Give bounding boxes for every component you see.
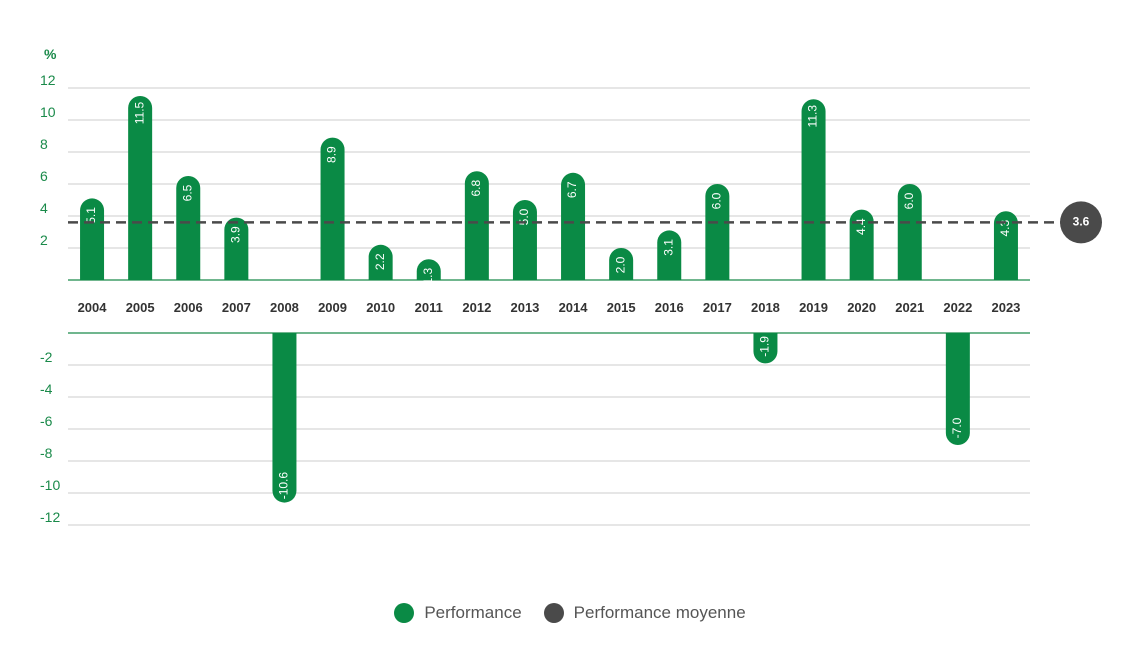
bar-2011	[416, 259, 441, 280]
x-tick-label: 2022	[943, 300, 972, 315]
bar-value-label: 2.0	[613, 256, 627, 273]
bar-value-label: 6.0	[710, 192, 724, 209]
y-tick-label: -8	[40, 445, 53, 461]
x-tick-label: 2010	[366, 300, 395, 315]
x-tick-label: 2021	[895, 300, 924, 315]
bar-2012	[464, 171, 489, 280]
bar-2004	[80, 198, 105, 280]
x-tick-label: 2008	[270, 300, 299, 315]
x-tick-label: 2004	[78, 300, 108, 315]
bar-2014	[561, 172, 586, 280]
legend-swatch-performance	[394, 603, 415, 623]
bar-2022	[945, 333, 970, 446]
x-tick-label: 2018	[751, 300, 780, 315]
x-tick-label: 2020	[847, 300, 876, 315]
bar-2005	[128, 96, 153, 280]
x-tick-label: 2014	[559, 300, 589, 315]
bar-2009	[320, 137, 345, 280]
bar-2015	[609, 248, 634, 280]
average-value-label: 3.6	[1073, 215, 1090, 229]
y-tick-label: 10	[40, 104, 56, 120]
legend-item-performance: Performance	[394, 603, 522, 623]
bar-value-label: 6.0	[902, 192, 916, 209]
bar-value-label: 5.0	[517, 208, 531, 225]
bar-2008	[272, 333, 297, 503]
performance-chart: 2 4 6 8 10 12 -2 -4 -6 -8 -10 -12% 5.1 2004 11.5 2005 6.…	[40, 46, 1102, 526]
x-tick-label: 2005	[126, 300, 155, 315]
legend-swatch-average	[543, 603, 564, 623]
bar-value-label: 6.5	[180, 184, 194, 201]
legend-label-average: Performance moyenne	[573, 603, 746, 622]
bar-value-label: -7.0	[950, 417, 964, 438]
x-tick-label: 2023	[991, 300, 1020, 315]
y-tick-label: 12	[40, 72, 56, 88]
y-tick-label: -2	[40, 349, 53, 365]
legend-item-average: Performance moyenne	[543, 603, 746, 623]
bar-2023	[993, 211, 1018, 280]
y-tick-label: -6	[40, 413, 53, 429]
bar-value-label: 3.9	[229, 226, 243, 243]
x-tick-label: 2015	[607, 300, 636, 315]
bar-2010	[368, 244, 393, 280]
y-tick-label: -12	[40, 509, 60, 525]
y-tick-label: -4	[40, 381, 53, 397]
x-tick-label: 2013	[510, 300, 539, 315]
bar-value-label: 8.9	[325, 146, 339, 163]
bar-2017	[705, 184, 730, 280]
x-tick-label: 2009	[318, 300, 347, 315]
bar-2021	[897, 184, 922, 280]
x-tick-label: 2016	[655, 300, 684, 315]
y-unit-label: %	[44, 46, 57, 62]
bar-2007	[224, 217, 249, 280]
bar-value-label: 3.1	[661, 239, 675, 256]
x-tick-label: 2019	[799, 300, 828, 315]
bar-value-label: 6.7	[565, 181, 579, 198]
x-tick-label: 2011	[415, 300, 443, 315]
x-tick-label: 2007	[222, 300, 251, 315]
y-tick-label: -10	[40, 477, 60, 493]
bar-value-label: 5.1	[84, 207, 98, 224]
bar-value-label: 1.3	[421, 268, 435, 285]
average-badge	[1060, 201, 1102, 244]
bar-value-label: 11.3	[806, 105, 820, 128]
bar-2013	[512, 200, 537, 280]
legend: Performance Performance moyenne	[0, 603, 1140, 623]
bar-value-label: -1.9	[758, 336, 772, 357]
bar-value-label: 11.5	[132, 101, 146, 124]
y-tick-label: 6	[40, 168, 48, 184]
x-tick-label: 2017	[703, 300, 732, 315]
y-tick-label: 8	[40, 136, 48, 152]
bar-2018	[753, 333, 778, 364]
x-tick-label: 2006	[174, 300, 203, 315]
bar-2020	[849, 209, 874, 280]
bar-value-label: 6.8	[469, 180, 483, 197]
bar-2016	[657, 230, 682, 280]
y-tick-label: 4	[40, 200, 48, 216]
bar-2019	[801, 99, 826, 280]
bar-value-label: 2.2	[373, 253, 387, 270]
legend-label-performance: Performance	[424, 603, 522, 622]
bar-value-label: 4.3	[998, 220, 1012, 237]
bar-value-label: 4.4	[854, 218, 868, 235]
y-tick-label: 2	[40, 232, 48, 248]
x-tick-label: 2012	[462, 300, 491, 315]
bar-value-label: -10.6	[277, 472, 291, 500]
bar-2006	[176, 176, 201, 280]
